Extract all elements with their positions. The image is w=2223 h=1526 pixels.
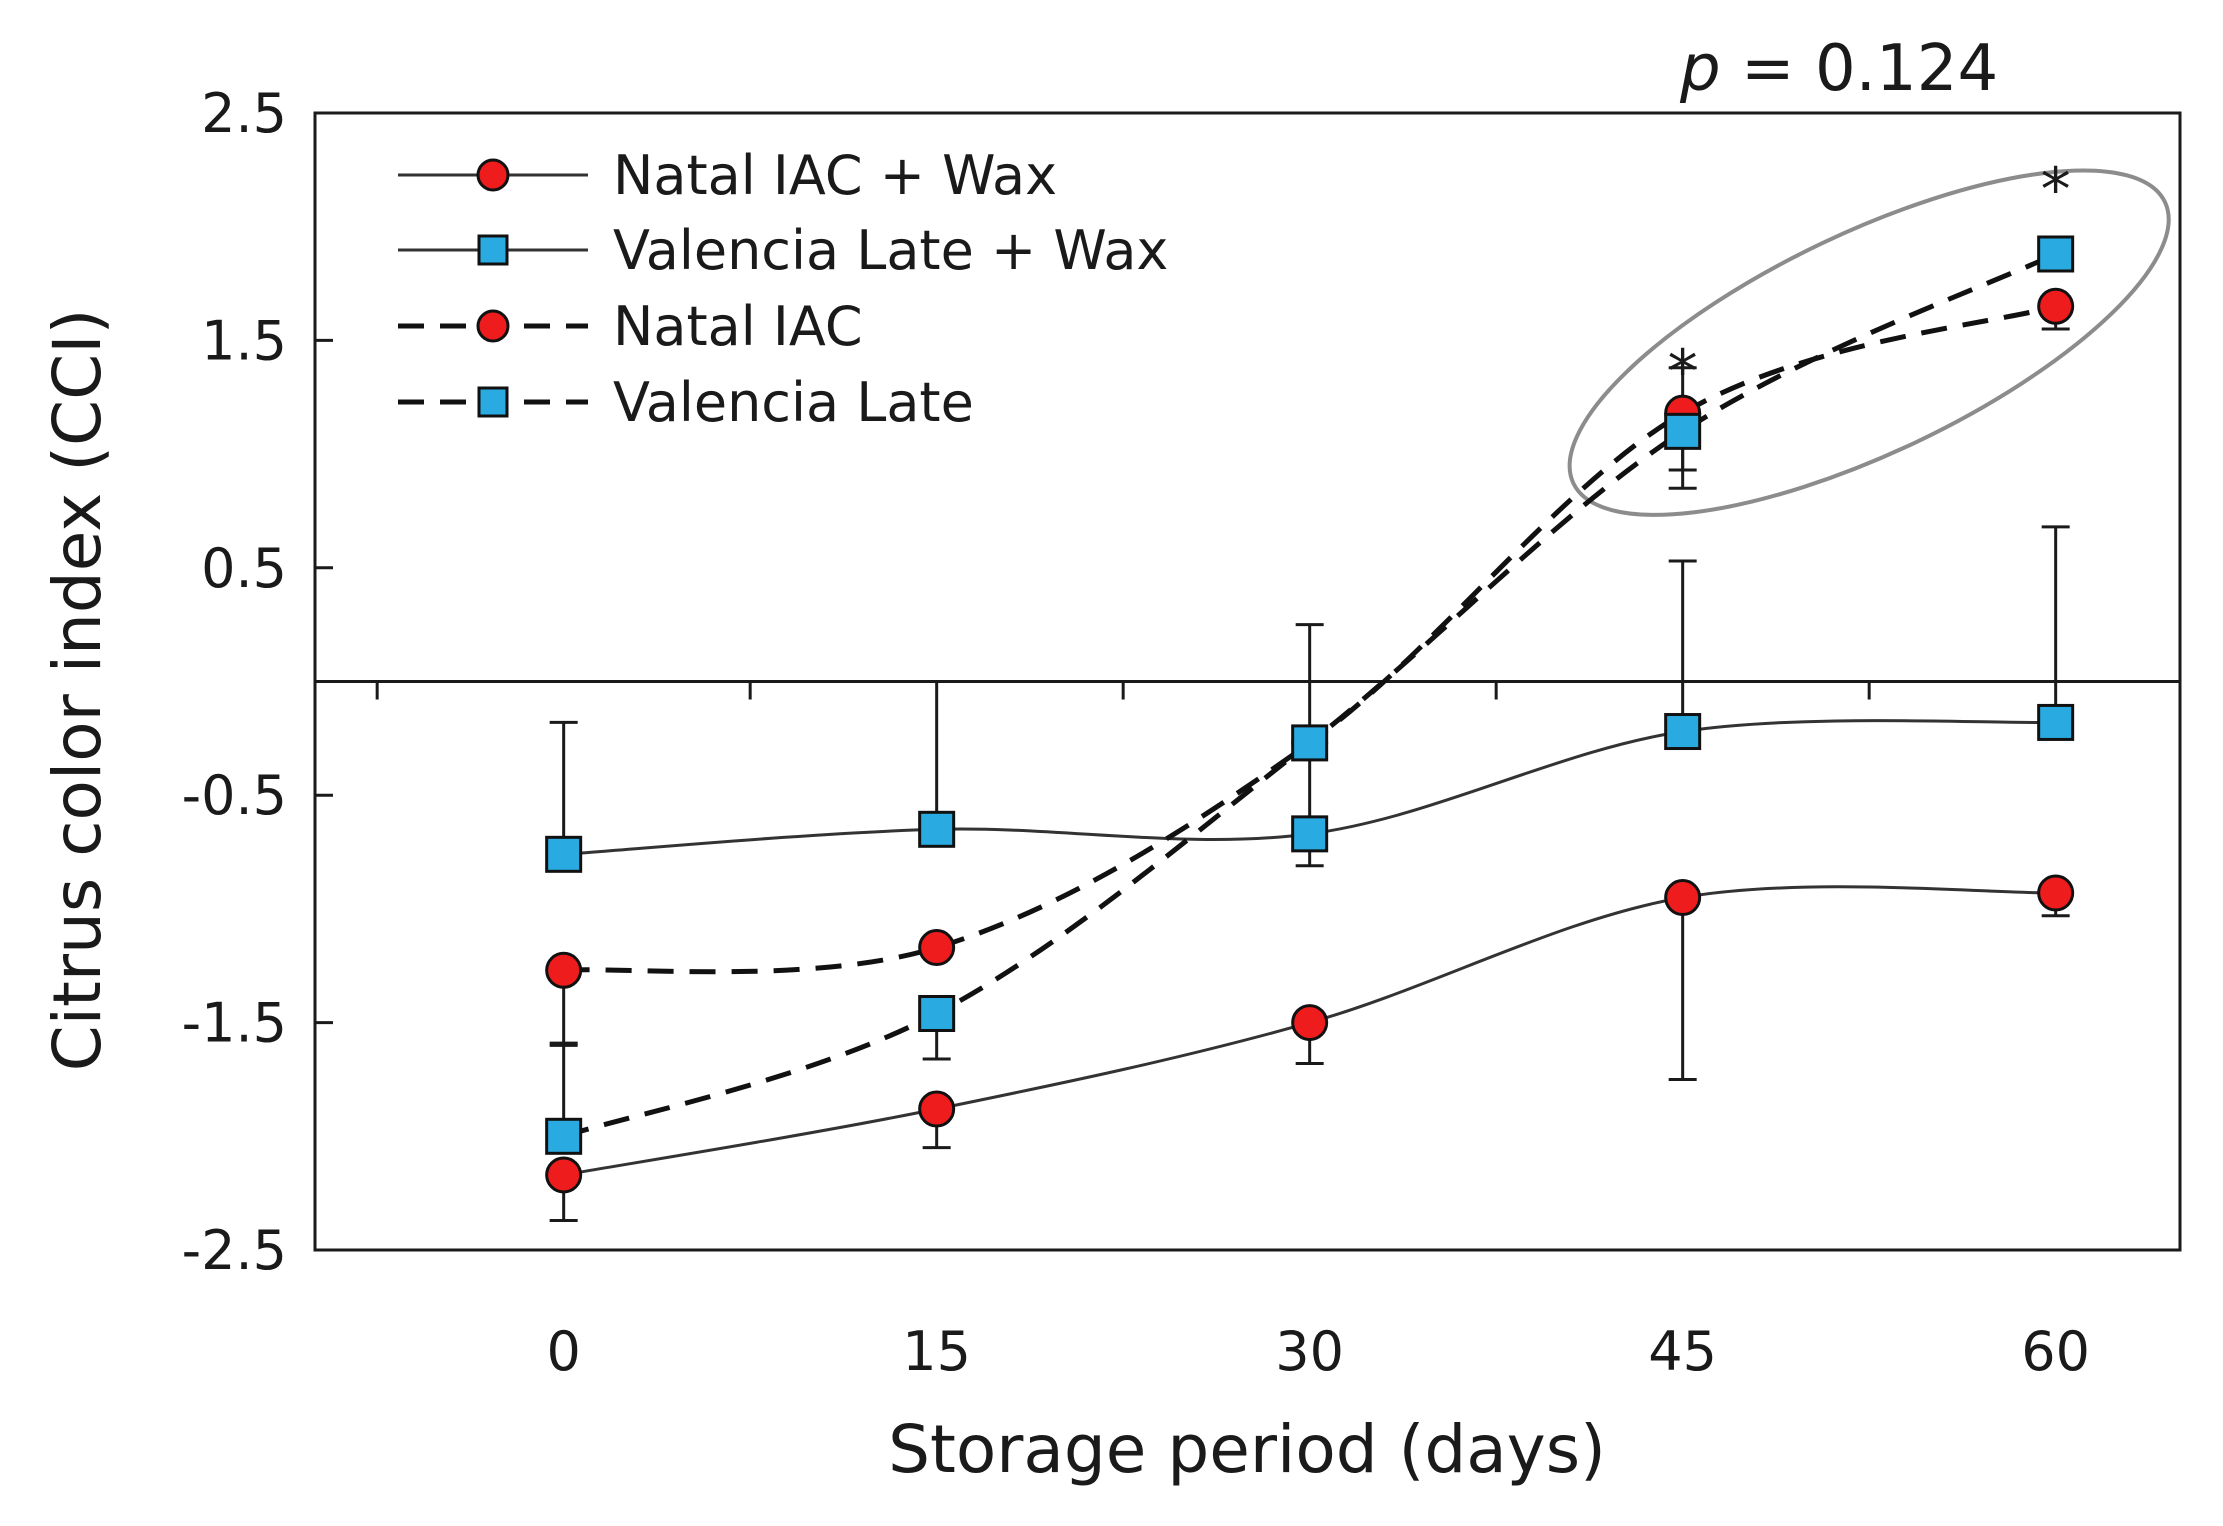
legend-item-natal-wax: Natal IAC + Wax — [398, 144, 1057, 207]
data-point-circle — [918, 1090, 956, 1128]
data-point-circle — [2037, 287, 2075, 325]
data-point-circle — [2037, 874, 2075, 912]
y-tick-label: 0.5 — [201, 537, 287, 600]
legend-label-valencia: Valencia Late — [613, 371, 974, 434]
y-tick-label: 1.5 — [201, 309, 287, 372]
data-point-square — [918, 995, 956, 1033]
x-tick-label: 45 — [1648, 1320, 1717, 1383]
legend-label-natal-wax: Natal IAC + Wax — [613, 144, 1057, 207]
legend-marker-natal — [476, 309, 510, 343]
data-point-square — [1291, 724, 1329, 762]
x-axis-title: Storage period (days) — [888, 1411, 1606, 1488]
significance-star: * — [1668, 337, 1698, 407]
series-markers — [545, 235, 2075, 1194]
significance-star: * — [2041, 155, 2071, 225]
highlight-ellipse — [1567, 168, 2171, 517]
legend-marker-valencia-wax — [477, 234, 509, 266]
p-value-annotation: p = 0.124 — [1679, 32, 1998, 106]
legend-label-natal: Natal IAC — [613, 295, 863, 358]
data-point-square — [545, 1117, 583, 1155]
error-bars — [549, 306, 2070, 1222]
legend-marker-valencia — [477, 386, 509, 418]
data-point-square — [1664, 713, 1702, 751]
legend-item-valencia-wax: Valencia Late + Wax — [398, 219, 1168, 282]
x-tick-label: 60 — [2021, 1320, 2090, 1383]
data-point-square — [1664, 412, 1702, 450]
data-point-circle — [918, 929, 956, 967]
data-point-square — [918, 810, 956, 848]
data-point-square — [2037, 703, 2075, 741]
x-tick-label: 30 — [1275, 1320, 1344, 1383]
data-point-circle — [1664, 879, 1702, 917]
significance-marks: ** — [1668, 155, 2071, 407]
p-value-text: = 0.124 — [1721, 32, 1999, 106]
data-point-circle — [1291, 1004, 1329, 1042]
data-point-square — [1291, 815, 1329, 853]
x-tick-label: 15 — [902, 1320, 971, 1383]
data-point-square — [545, 835, 583, 873]
y-axis-ticks: 2.5 1.5 0.5 -0.5 -1.5 -2.5 — [182, 82, 333, 1282]
data-point-circle — [545, 951, 583, 989]
legend: Natal IAC + Wax Valencia Late + Wax Nata… — [398, 144, 1168, 434]
y-tick-label: -0.5 — [182, 764, 287, 827]
p-symbol: p — [1679, 32, 1721, 106]
y-tick-label: -1.5 — [182, 992, 287, 1055]
y-axis-title: Citrus color index (CCI) — [39, 309, 116, 1072]
legend-item-natal: Natal IAC — [398, 295, 863, 358]
legend-item-valencia: Valencia Late — [398, 371, 974, 434]
legend-label-valencia-wax: Valencia Late + Wax — [613, 219, 1168, 282]
data-point-circle — [545, 1156, 583, 1194]
y-tick-label: 2.5 — [201, 82, 287, 145]
data-point-square — [2037, 235, 2075, 273]
y-tick-label: -2.5 — [182, 1219, 287, 1282]
x-tick-label: 0 — [546, 1320, 580, 1383]
legend-marker-natal-wax — [476, 158, 510, 192]
x-axis-ticks: 0 15 30 45 60 — [375, 681, 2090, 1383]
